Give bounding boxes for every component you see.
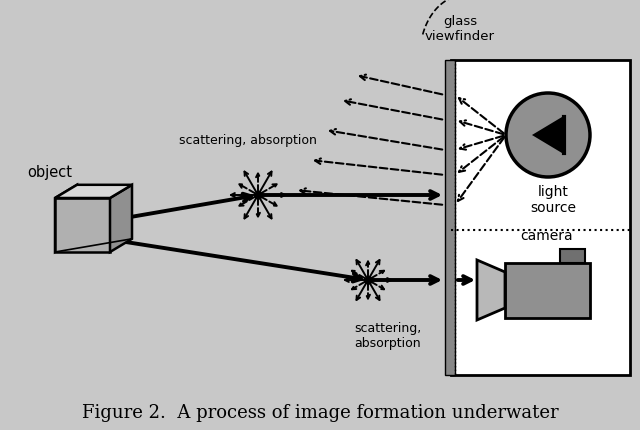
Text: Figure 2.  A process of image formation underwater: Figure 2. A process of image formation u… — [82, 404, 558, 422]
Bar — [451, 60, 630, 375]
Polygon shape — [110, 185, 132, 252]
Polygon shape — [55, 185, 132, 198]
Bar — [560, 249, 585, 263]
Bar — [505, 263, 590, 318]
Circle shape — [506, 93, 590, 177]
Bar — [445, 60, 455, 375]
Text: scattering, absorption: scattering, absorption — [179, 134, 317, 147]
Polygon shape — [534, 117, 564, 153]
Text: camera: camera — [521, 229, 573, 243]
Text: light
source: light source — [530, 185, 576, 215]
Text: glass
viewfinder: glass viewfinder — [425, 15, 495, 43]
Text: scattering,
absorption: scattering, absorption — [355, 322, 422, 350]
Polygon shape — [477, 260, 505, 320]
Polygon shape — [55, 198, 110, 252]
Polygon shape — [55, 185, 77, 252]
Text: object: object — [28, 165, 72, 180]
